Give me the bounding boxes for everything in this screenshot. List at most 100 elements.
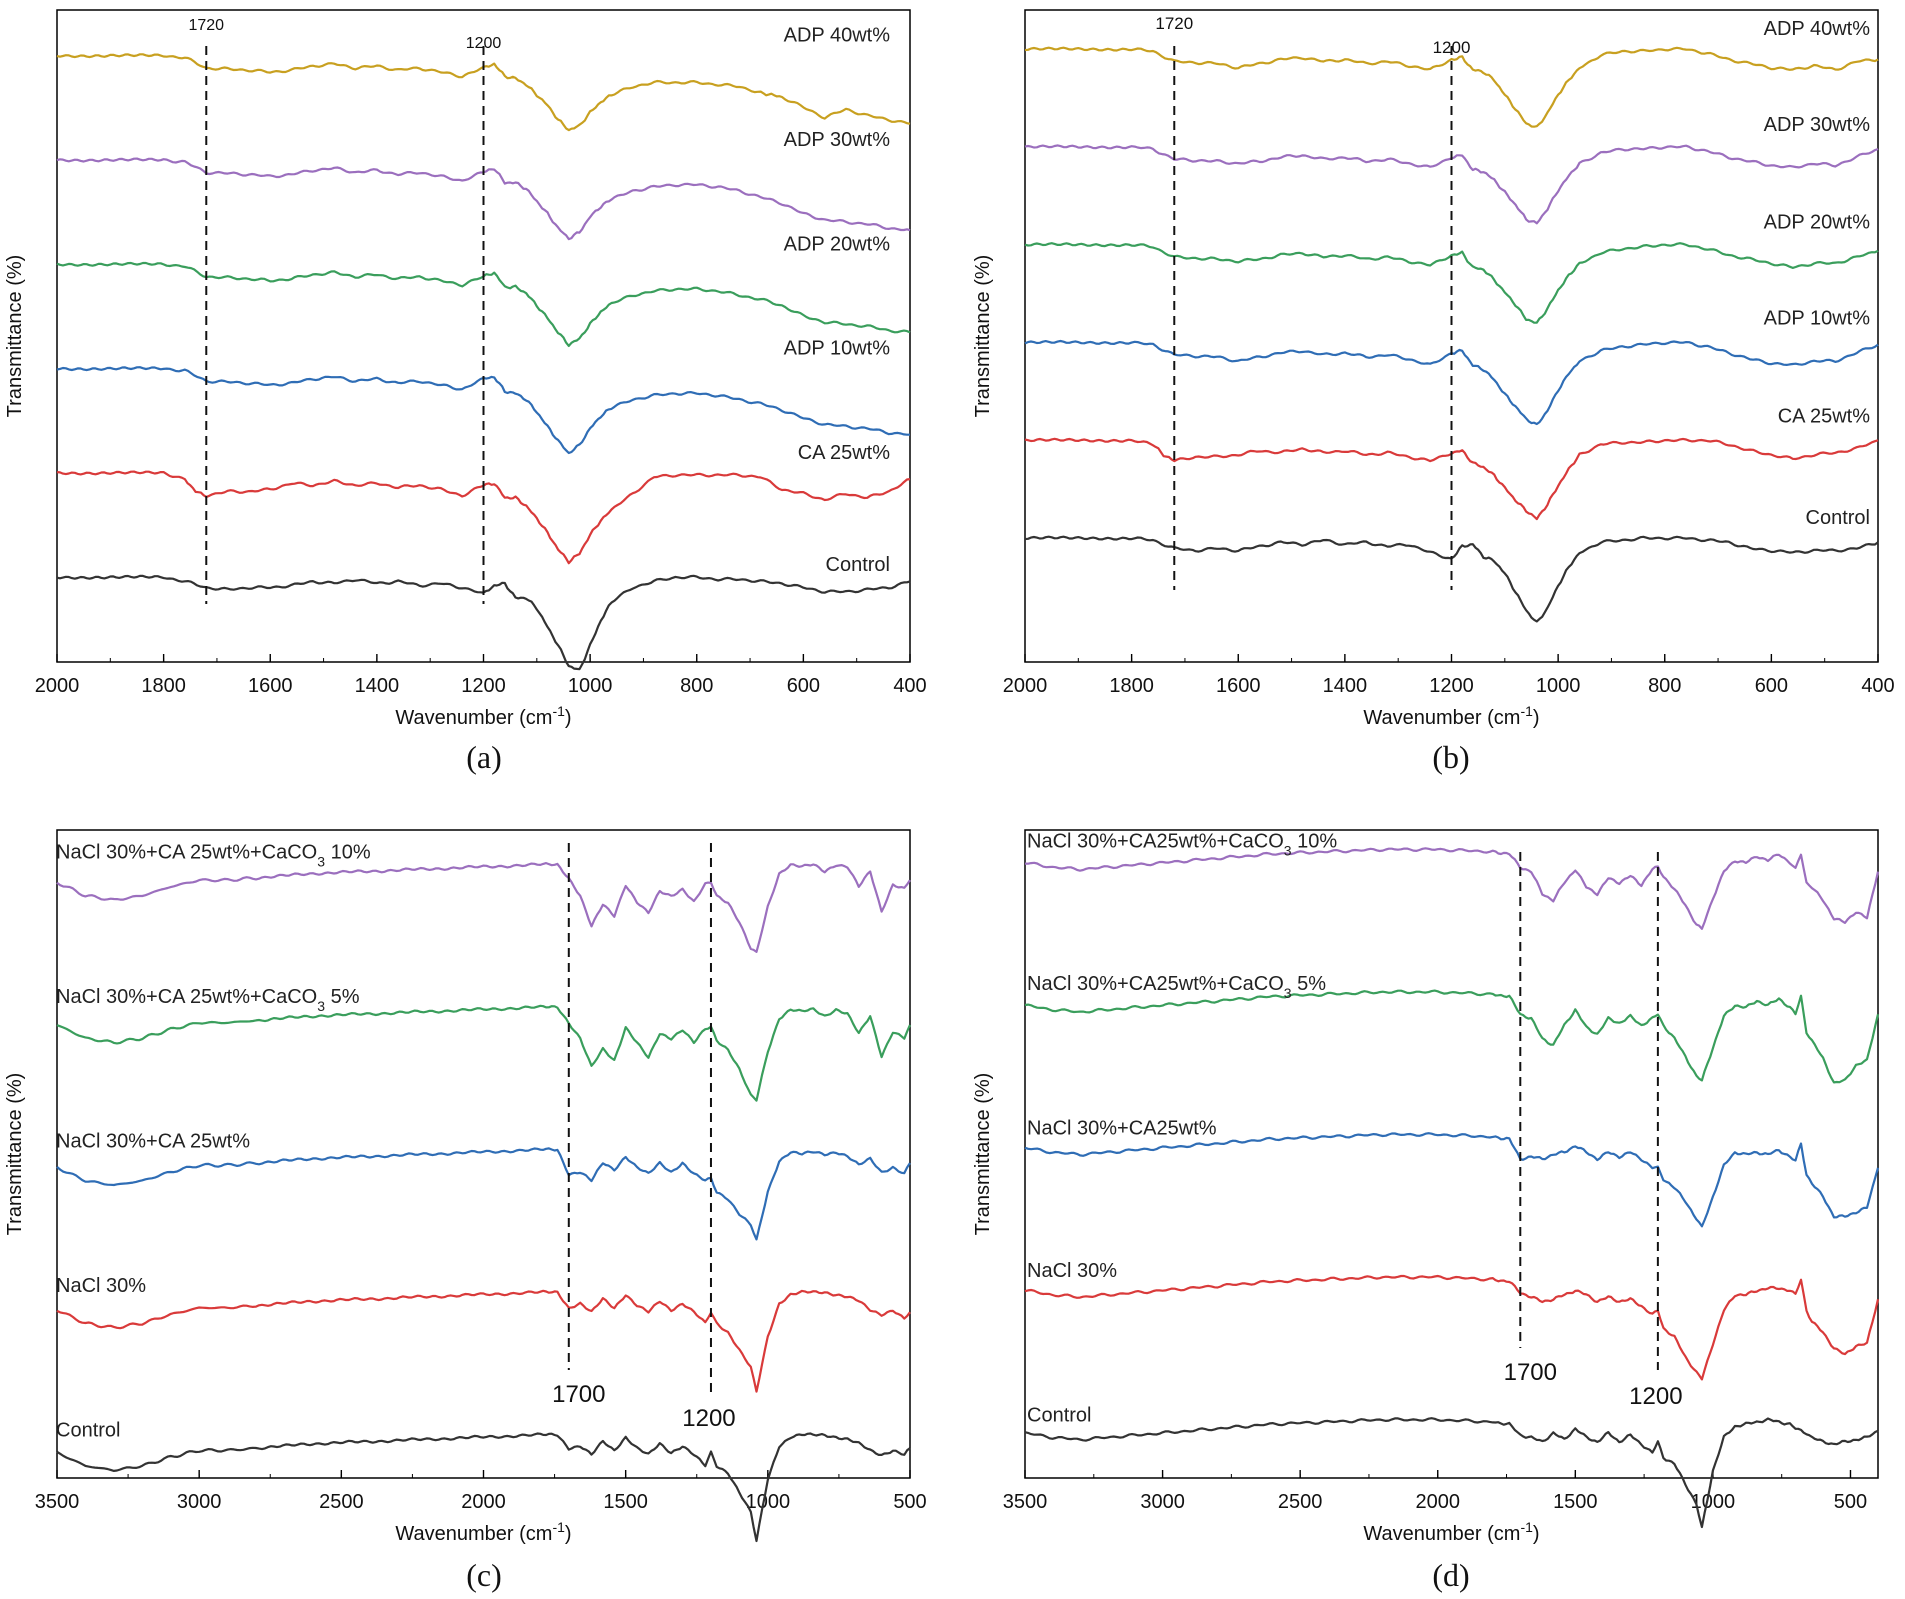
reference-line-label: 1200 — [682, 1405, 735, 1432]
series-label: ADP 30wt% — [784, 129, 891, 151]
reference-line-label: 1200 — [466, 35, 502, 52]
x-tick-label: 1000 — [746, 1491, 791, 1513]
series-line — [56, 574, 911, 671]
series-line — [1024, 437, 1879, 521]
series-label: CA 25wt% — [1778, 405, 1870, 427]
series-line — [1024, 847, 1880, 930]
series-line — [1024, 1417, 1879, 1529]
series-label: ADP 30wt% — [1764, 114, 1871, 136]
x-tick-label: 2500 — [319, 1491, 364, 1513]
x-tick-label: 1400 — [355, 675, 400, 697]
series-line — [1024, 1132, 1880, 1228]
y-axis-label: Transmittance (%) — [972, 255, 994, 418]
x-tick-label: 3500 — [35, 1491, 80, 1513]
y-axis-label: Transmittance (%) — [4, 255, 26, 418]
x-tick-label: 600 — [1755, 675, 1788, 697]
series-line — [56, 261, 911, 347]
panel-caption: (c) — [466, 1557, 502, 1593]
panel-caption: (a) — [466, 739, 502, 775]
panel-caption: (d) — [1432, 1557, 1469, 1593]
series-line — [56, 53, 911, 132]
series-label: NaCl 30%+CA 25wt%+CaCO3 10% — [56, 841, 371, 869]
series-line — [56, 862, 911, 953]
x-tick-label: 1800 — [1109, 675, 1154, 697]
series-line — [56, 1147, 911, 1241]
series-line — [1024, 242, 1879, 324]
x-tick-label: 800 — [1648, 675, 1681, 697]
x-axis-label: Wavenumber (cm-1) — [395, 703, 571, 729]
x-tick-label: 600 — [787, 675, 820, 697]
x-axis-label: Wavenumber (cm-1) — [395, 1519, 571, 1545]
x-tick-label: 2000 — [1415, 1491, 1460, 1513]
x-tick-label: 1400 — [1323, 675, 1368, 697]
x-tick-label: 1600 — [248, 675, 293, 697]
x-axis-label: Wavenumber (cm-1) — [1363, 1519, 1539, 1545]
series-label: NaCl 30%+CA25wt%+CaCO3 5% — [1027, 973, 1326, 1001]
x-axis-label: Wavenumber (cm-1) — [1363, 703, 1539, 729]
series-line — [1024, 535, 1879, 623]
series-line — [1024, 989, 1880, 1084]
x-tick-label: 800 — [680, 675, 713, 697]
x-tick-label: 2000 — [35, 675, 80, 697]
panel-caption: (b) — [1432, 739, 1469, 775]
x-tick-label: 1800 — [141, 675, 186, 697]
series-label: NaCl 30%+CA 25wt%+CaCO3 5% — [56, 986, 360, 1014]
plot-frame — [1024, 829, 1879, 1479]
series-label: Control — [826, 554, 890, 576]
x-tick-label: 2000 — [461, 1491, 506, 1513]
reference-line-label: 1200 — [1629, 1383, 1682, 1410]
x-tick-label: 1000 — [1536, 675, 1581, 697]
x-tick-label: 3000 — [1140, 1491, 1185, 1513]
series-label: NaCl 30%+CA 25wt% — [56, 1131, 250, 1153]
chart-panel-b: 2000 1800 1600 1400 1200 1000 800 600 400 Wavenum… — [972, 9, 1895, 775]
series-line — [56, 1432, 911, 1543]
x-tick-label: 1500 — [603, 1491, 648, 1513]
series-label: CA 25wt% — [798, 442, 890, 464]
y-axis-label: Transmittance (%) — [972, 1073, 994, 1236]
series-label: Control — [1806, 507, 1870, 529]
y-axis-label: Transmittance (%) — [4, 1073, 26, 1236]
series-line — [56, 1289, 911, 1393]
x-tick-label: 1200 — [1429, 675, 1474, 697]
reference-line-label: 1700 — [552, 1381, 605, 1408]
series-label: ADP 20wt% — [784, 233, 891, 255]
series-line — [1024, 46, 1879, 128]
series-label: NaCl 30% — [1027, 1260, 1117, 1282]
x-tick-label: 2000 — [1003, 675, 1048, 697]
x-tick-label: 1600 — [1216, 675, 1261, 697]
x-tick-label: 3000 — [177, 1491, 222, 1513]
x-tick-label: 1200 — [461, 675, 506, 697]
reference-line-label: 1720 — [1155, 14, 1193, 33]
x-tick-label: 1000 — [568, 675, 613, 697]
series-label: ADP 40wt% — [784, 25, 891, 47]
series-line — [56, 1004, 912, 1102]
series-line — [56, 157, 911, 241]
series-label: NaCl 30%+CA25wt% — [1027, 1118, 1217, 1140]
x-tick-label: 500 — [893, 1491, 926, 1513]
series-label: ADP 40wt% — [1764, 18, 1871, 40]
x-tick-label: 2500 — [1278, 1491, 1323, 1513]
x-tick-label: 1500 — [1553, 1491, 1598, 1513]
x-tick-label: 1000 — [1691, 1491, 1736, 1513]
series-line — [1024, 339, 1879, 426]
x-tick-label: 400 — [893, 675, 926, 697]
series-label: Control — [56, 1420, 120, 1442]
reference-line-label: 1200 — [1433, 38, 1471, 57]
series-label: NaCl 30%+CA25wt%+CaCO3 10% — [1027, 830, 1337, 858]
series-line — [56, 470, 911, 565]
series-label: ADP 10wt% — [784, 338, 891, 360]
chart-panel-d: 3500 3000 2500 2000 1500 1000 500 Wavenumber (c… — [972, 829, 1880, 1593]
plot-frame — [56, 829, 911, 1479]
reference-line-label: 1700 — [1504, 1359, 1557, 1386]
x-tick-label: 400 — [1861, 675, 1894, 697]
chart-panel-a: 2000 1800 1600 1400 1200 1000 800 600 400 Wavenum… — [4, 9, 927, 775]
x-tick-label: 500 — [1834, 1491, 1867, 1513]
chart-panel-c: 3500 3000 2500 2000 1500 1000 500 Wavenumber (c… — [4, 829, 927, 1593]
reference-line-label: 1720 — [188, 17, 224, 34]
series-label: NaCl 30% — [56, 1275, 146, 1297]
series-label: ADP 20wt% — [1764, 212, 1871, 234]
series-line — [1024, 144, 1879, 225]
series-label: Control — [1027, 1405, 1091, 1427]
series-line — [56, 366, 910, 455]
